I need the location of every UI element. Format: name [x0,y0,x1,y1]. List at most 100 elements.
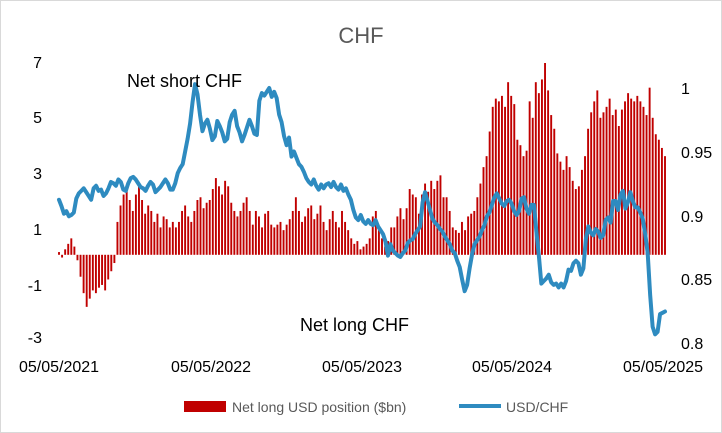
x-axis: 05/05/2021 05/05/2022 05/05/2023 05/05/2… [19,359,703,376]
bar [501,95,503,255]
bar [73,246,76,255]
bar [374,210,377,255]
bar [510,95,513,255]
bar [624,101,626,255]
bar [88,254,91,299]
bar [454,230,457,255]
bar [273,227,276,255]
bar [261,227,263,255]
bar [208,200,211,255]
bar [547,90,550,255]
bar [590,112,593,255]
bar [494,98,497,255]
bar [156,213,159,255]
bar [227,186,230,255]
bar [476,197,479,255]
bar [196,200,199,255]
bar [544,63,546,255]
bar [224,180,227,255]
bar [664,156,666,255]
bar [368,238,371,255]
bar [113,254,116,264]
bar [359,249,362,255]
bar [304,216,307,255]
bar [654,134,657,255]
bar [568,167,571,255]
bar [239,210,242,255]
bar [270,224,273,255]
bar [322,221,325,255]
bar [264,213,267,255]
bar [365,243,368,255]
bar [565,156,568,255]
bar [181,210,183,255]
bar [534,82,537,255]
bar [67,243,70,255]
bar [491,106,494,255]
y-right-tick: 0.8 [681,336,703,353]
legend-bar-label: Net long USD position ($bn) [232,399,406,415]
bar [337,227,340,255]
bar [297,210,300,255]
bar [611,115,614,255]
bar [131,210,134,255]
bar [642,106,645,255]
x-tick: 05/05/2022 [171,359,251,376]
bar [122,194,125,255]
bar [528,101,531,255]
bar [168,227,171,255]
bar [479,183,482,255]
bar [417,213,420,255]
bar [82,254,85,294]
x-tick: 05/05/2024 [472,359,552,376]
bar [553,128,556,255]
chart-title: CHF [338,23,383,48]
y-left-tick: -3 [28,330,42,347]
bar [408,189,411,255]
bar [396,216,399,255]
bar [242,202,245,255]
bar [310,205,313,255]
bar [119,205,122,255]
bar [427,191,430,255]
bar [639,101,642,255]
line-series [57,82,667,337]
bar [537,93,540,255]
bar [178,221,180,255]
bar [199,197,202,255]
bar [457,232,460,255]
bar [141,200,144,255]
bar [377,230,380,255]
bar [341,210,343,255]
bar [159,227,162,255]
bar [482,167,485,255]
bar [464,230,467,255]
y-left-axis: 7 5 3 1 -1 -3 [28,55,42,347]
bar [61,254,64,258]
bar [574,189,577,255]
bar [279,221,282,255]
bar [522,156,525,255]
bar [116,221,119,255]
bar [353,243,356,255]
bar [276,224,279,255]
bar [605,106,608,255]
bar [79,254,82,277]
bar [580,169,583,255]
y-left-tick: 5 [33,110,42,127]
bar [245,197,248,255]
bar [660,147,663,255]
bar [584,156,586,255]
bar [202,208,205,255]
y-right-tick: 0.9 [681,209,703,226]
bar [381,238,383,255]
bar [254,210,257,255]
bar [448,210,451,255]
bar [504,106,506,255]
bar [473,210,476,255]
x-tick: 05/05/2025 [623,359,703,376]
bar [110,254,113,272]
legend-bar-swatch [184,401,226,412]
bar [134,194,137,255]
bar [85,254,88,307]
